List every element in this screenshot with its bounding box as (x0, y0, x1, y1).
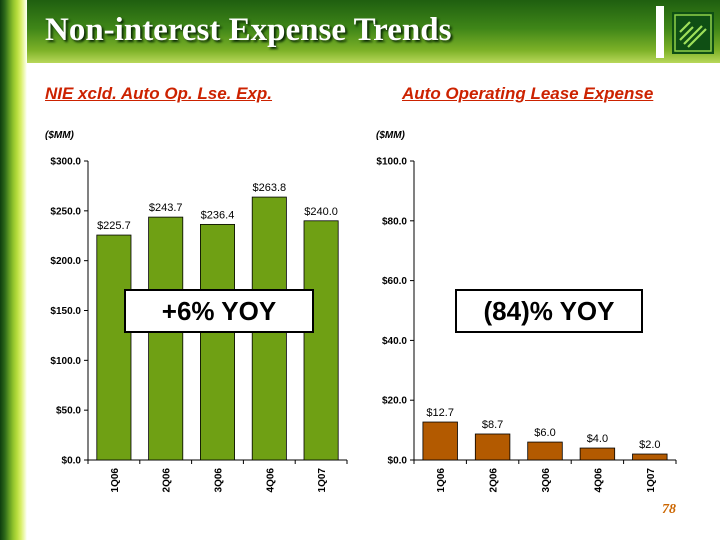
left-chart-y-tick-label: $150.0 (50, 306, 81, 317)
left-chart-data-label: $240.0 (304, 206, 338, 218)
left-chart-data-label: $263.8 (252, 182, 286, 194)
left-chart-data-label: $225.7 (97, 220, 131, 232)
decorative-stripes (0, 0, 27, 540)
page-number: 78 (662, 502, 676, 517)
left-chart-bar (148, 216, 184, 461)
right-chart-category-label: 3Q06 (541, 468, 552, 493)
left-unit-label: ($MM) (45, 130, 74, 141)
left-chart-category-label: 4Q06 (265, 468, 276, 493)
slide-title: Non-interest Expense Trends (45, 12, 452, 48)
right-chart-bar (422, 421, 458, 461)
left-chart-category-label: 1Q06 (110, 468, 121, 493)
right-chart-category-label: 4Q06 (593, 468, 604, 493)
right-chart-data-label: $12.7 (426, 407, 454, 419)
right-chart-category-label: 1Q07 (646, 468, 657, 493)
left-chart-y-tick-label: $300.0 (50, 157, 81, 168)
left-chart-y-tick-label: $50.0 (56, 406, 81, 417)
right-chart-bar (579, 447, 616, 461)
left-chart-y-tick-label: $250.0 (50, 206, 81, 217)
right-chart-data-label: $2.0 (639, 439, 660, 451)
left-chart-bar (96, 234, 132, 461)
left-chart-bar (303, 220, 339, 461)
left-chart-category-label: 1Q07 (317, 468, 328, 493)
right-chart-data-label: $8.7 (482, 419, 503, 431)
right-chart-data-label: $4.0 (587, 433, 608, 445)
left-chart-y-tick-label: $0.0 (62, 456, 82, 467)
left-yoy-callout: +6% YOY (124, 289, 314, 333)
left-chart-category-label: 3Q06 (214, 468, 225, 493)
left-subtitle: NIE xcld. Auto Op. Lse. Exp. (45, 84, 273, 103)
right-chart-category-label: 2Q06 (489, 468, 500, 493)
left-chart-bar (200, 223, 235, 461)
left-chart-data-label: $243.7 (149, 202, 183, 214)
right-chart-bar (632, 453, 668, 461)
left-chart-y-tick-label: $200.0 (50, 256, 81, 267)
left-chart-data-label: $236.4 (201, 209, 235, 221)
right-chart-y-tick-label: $0.0 (388, 456, 408, 467)
right-chart-y-tick-label: $80.0 (382, 216, 407, 227)
right-chart-bar (474, 433, 511, 461)
left-bar-chart: $0.0 $50.0 $100.0 $150.0 $200.0 $250.0 $300.0 $… (50, 157, 348, 493)
right-chart-category-label: 1Q06 (436, 468, 447, 493)
title-divider (656, 6, 664, 58)
company-logo-icon (672, 12, 714, 54)
right-chart-y-tick-label: $40.0 (382, 336, 407, 347)
header-band (27, 0, 720, 63)
right-chart-y-tick-label: $20.0 (382, 396, 407, 407)
right-chart-y-tick-label: $60.0 (382, 276, 407, 287)
right-chart-y-tick-label: $100.0 (376, 157, 407, 168)
right-chart-bar (527, 441, 563, 461)
right-chart-data-label: $6.0 (534, 427, 555, 439)
left-chart-category-label: 2Q06 (162, 468, 173, 493)
right-yoy-callout: (84)% YOY (455, 289, 643, 333)
right-subtitle: Auto Operating Lease Expense (402, 84, 654, 103)
right-unit-label: ($MM) (376, 130, 405, 141)
left-chart-y-tick-label: $100.0 (50, 356, 81, 367)
